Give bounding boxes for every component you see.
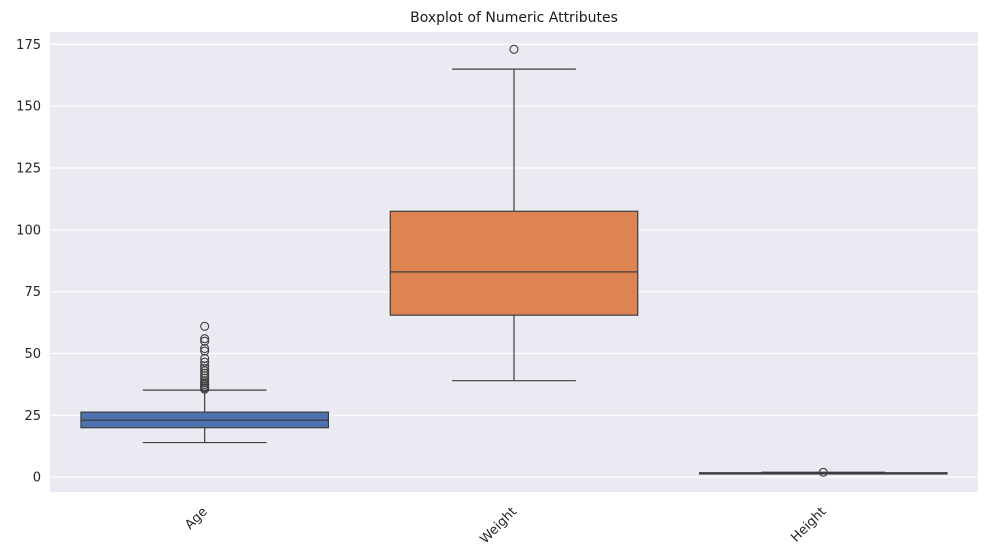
y-tick-label: 125: [16, 162, 41, 177]
outlier-point: [200, 353, 210, 364]
y-tick-label: 175: [16, 38, 41, 53]
outlier-point: [200, 334, 210, 344]
outlier-point: [200, 368, 210, 378]
outlier-point: [200, 361, 210, 371]
y-tick-label: 75: [24, 285, 41, 300]
y-tick-label: 25: [24, 409, 41, 424]
outlier-point: [200, 344, 210, 354]
box-age: [80, 321, 329, 444]
x-tick-label: Age: [182, 504, 210, 532]
outlier-point: [200, 357, 210, 367]
outlier-point: [200, 363, 210, 373]
box-height: [698, 467, 948, 477]
chart-title: Boxplot of Numeric Attributes: [410, 10, 618, 26]
y-tick-label: 100: [16, 223, 41, 238]
x-tick-label: Height: [788, 504, 829, 545]
x-axis-ticks: Age Weight Height: [182, 504, 829, 547]
outlier-point: [200, 376, 210, 386]
y-tick-label: 50: [24, 347, 41, 362]
y-axis-ticks: 0 25 50 75 100 125 150 175: [16, 38, 41, 486]
y-tick-label: 0: [33, 471, 41, 486]
outlier-point: [818, 467, 828, 477]
box-weight: [389, 44, 639, 382]
outlier-point: [200, 373, 210, 383]
outlier-point: [200, 336, 210, 346]
box-series: [80, 44, 948, 477]
outlier-point: [200, 366, 210, 376]
outlier-point: [200, 371, 210, 381]
x-tick-label: Weight: [477, 504, 520, 547]
outlier-point: [200, 321, 210, 331]
iqr-box: [389, 210, 639, 316]
outlier-point: [509, 44, 519, 54]
y-tick-label: 150: [16, 100, 41, 115]
outlier-point: [200, 346, 210, 356]
